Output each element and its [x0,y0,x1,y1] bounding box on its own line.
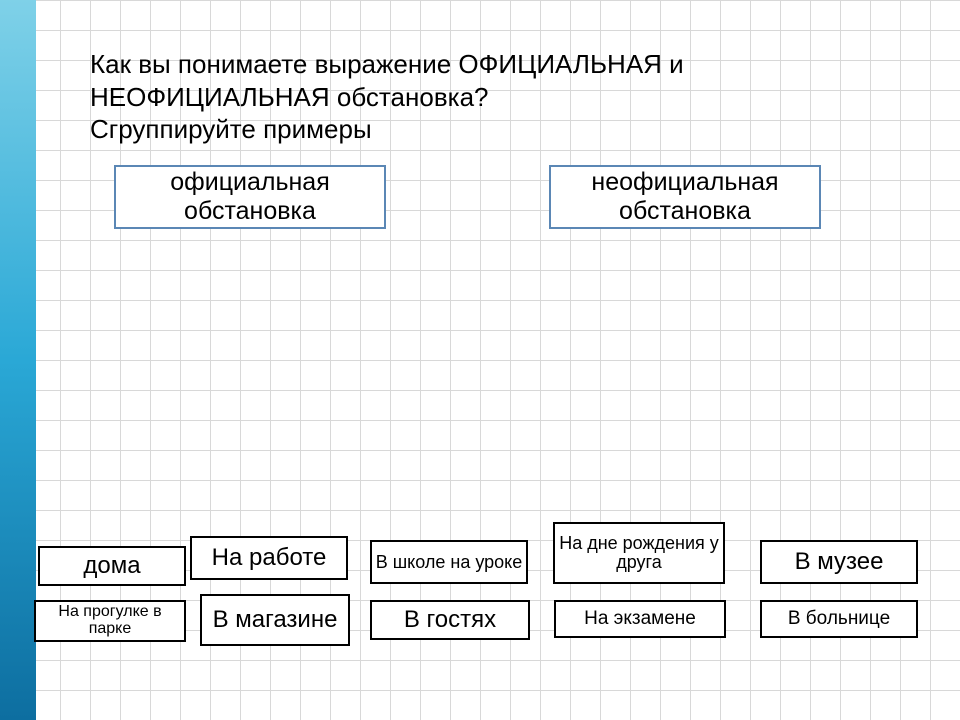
example-box-5[interactable]: На прогулке в парке [34,600,186,642]
category-box-0: официальная обстановка [114,165,386,229]
example-box-1[interactable]: На работе [190,536,348,580]
category-box-1: неофициальная обстановка [549,165,821,229]
sidebar-decoration [0,0,36,720]
example-box-9[interactable]: В больнице [760,600,918,638]
example-box-3[interactable]: На дне рождения у друга [553,522,725,584]
slide: Как вы понимаете выражение ОФИЦИАЛЬНАЯ и… [0,0,960,720]
question-text: Как вы понимаете выражение ОФИЦИАЛЬНАЯ и… [90,48,890,146]
example-box-6[interactable]: В магазине [200,594,350,646]
example-box-0[interactable]: дома [38,546,186,586]
example-box-7[interactable]: В гостях [370,600,530,640]
example-box-8[interactable]: На экзамене [554,600,726,638]
example-box-2[interactable]: В школе на уроке [370,540,528,584]
example-box-4[interactable]: В музее [760,540,918,584]
